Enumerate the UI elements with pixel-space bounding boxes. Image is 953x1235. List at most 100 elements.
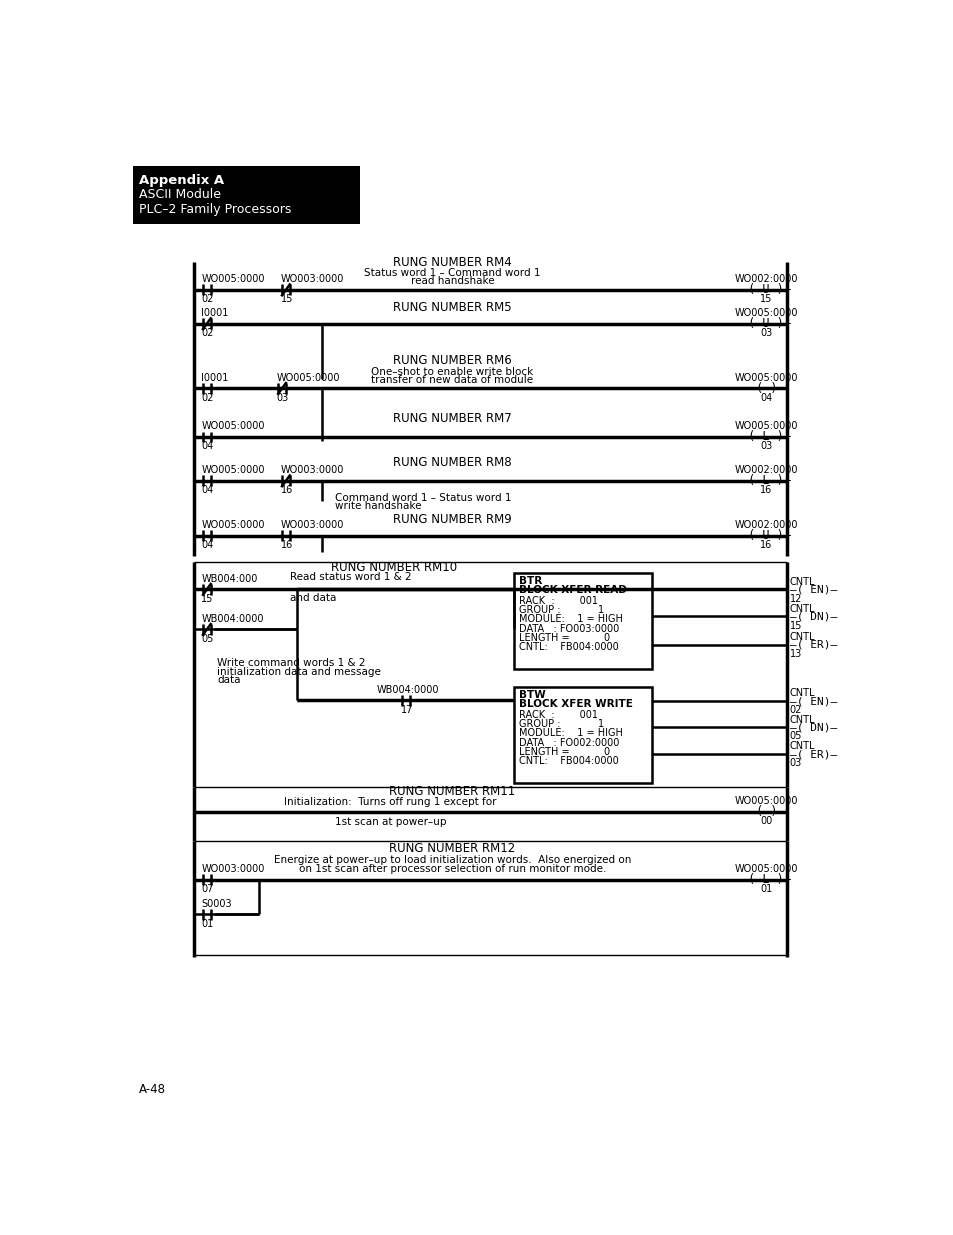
Text: —( L )—: —( L )— [740,431,790,443]
Text: RUNG NUMBER RM5: RUNG NUMBER RM5 [393,301,511,314]
Text: 04: 04 [201,485,213,495]
Text: CNTL: CNTL [789,632,814,642]
Text: 05: 05 [201,634,213,643]
Text: RACK  :        001: RACK : 001 [518,710,598,720]
Text: CNTL:    FB004:0000: CNTL: FB004:0000 [518,642,618,652]
Text: I0001: I0001 [201,373,229,383]
Text: and data: and data [290,593,335,603]
Text: BLOCK XFER READ: BLOCK XFER READ [518,585,626,595]
Text: WO002:0000: WO002:0000 [734,274,798,284]
Text: 02: 02 [201,393,213,403]
Text: MODULE:    1 = HIGH: MODULE: 1 = HIGH [518,729,622,739]
Text: WO005:0000: WO005:0000 [734,864,798,874]
Text: 01: 01 [201,919,213,929]
Text: WO003:0000: WO003:0000 [280,520,343,530]
Text: 04: 04 [760,393,772,403]
Text: 16: 16 [280,485,293,495]
Text: WO003:0000: WO003:0000 [201,864,265,874]
Text: 05: 05 [789,731,801,741]
Text: RUNG NUMBER RM9: RUNG NUMBER RM9 [393,513,512,526]
Text: Appendix A: Appendix A [139,174,224,186]
Text: —( U )—: —( U )— [740,283,790,296]
Text: Status word 1 – Command word 1: Status word 1 – Command word 1 [364,268,540,278]
Text: BLOCK XFER WRITE: BLOCK XFER WRITE [518,699,633,709]
Text: —( )—: —( )— [748,382,783,395]
Text: CNTL: CNTL [789,715,814,725]
Text: —( U )—: —( U )— [740,529,790,542]
Text: GROUP :            1: GROUP : 1 [518,605,603,615]
Text: write handshake: write handshake [335,501,421,511]
Text: 15: 15 [201,594,213,604]
Text: LENGTH =           0: LENGTH = 0 [518,632,610,643]
Text: RUNG NUMBER RM12: RUNG NUMBER RM12 [389,842,515,856]
Text: PLC–2 Family Processors: PLC–2 Family Processors [139,203,292,216]
Text: WB004:0000: WB004:0000 [375,684,438,694]
Text: 04: 04 [201,441,213,451]
Text: 12: 12 [789,594,801,604]
Text: RACK  :        001: RACK : 001 [518,597,598,606]
Text: WO005:0000: WO005:0000 [201,421,265,431]
Text: RUNG NUMBER RM4: RUNG NUMBER RM4 [393,256,512,269]
Text: —( U )—: —( U )— [740,317,790,330]
Text: 15: 15 [280,294,293,304]
Text: DATA   : FO002:0000: DATA : FO002:0000 [518,737,618,747]
Text: Energize at power–up to load initialization words.  Also energized on: Energize at power–up to load initializat… [274,855,631,864]
Text: 04: 04 [201,540,213,550]
Text: CNTL: CNTL [789,688,814,698]
Text: 15: 15 [789,621,801,631]
Text: BTW: BTW [518,690,545,700]
Text: CNTL:    FB004:0000: CNTL: FB004:0000 [518,756,618,766]
Text: —( ER)—: —( ER)— [789,640,836,650]
Text: —( DN)—: —( DN)— [789,722,836,732]
Text: 1st scan at power–up: 1st scan at power–up [335,816,446,827]
Text: 07: 07 [201,884,213,894]
Text: BTR: BTR [518,576,542,585]
Text: 16: 16 [760,485,772,495]
Text: RUNG NUMBER RM11: RUNG NUMBER RM11 [389,785,515,798]
Text: WO005:0000: WO005:0000 [201,274,265,284]
Text: Read status word 1 & 2: Read status word 1 & 2 [290,572,411,582]
Text: WO005:0000: WO005:0000 [734,421,798,431]
Text: data: data [216,676,240,685]
Text: Write command words 1 & 2: Write command words 1 & 2 [216,657,365,668]
Text: 15: 15 [760,294,772,304]
Text: transfer of new data of module: transfer of new data of module [371,375,533,385]
Text: CNTL: CNTL [789,577,814,587]
Text: initialization data and message: initialization data and message [216,667,380,677]
Text: —( ER)—: —( ER)— [789,750,836,760]
Text: 13: 13 [789,650,801,659]
Text: WO005:0000: WO005:0000 [734,373,798,383]
Text: ASCII Module: ASCII Module [139,188,221,201]
Text: I0001: I0001 [201,308,229,317]
Text: —( L )—: —( L )— [740,474,790,488]
Text: WO005:0000: WO005:0000 [734,308,798,317]
Text: MODULE:    1 = HIGH: MODULE: 1 = HIGH [518,615,622,625]
Text: LENGTH =           0: LENGTH = 0 [518,747,610,757]
Text: —( L )—: —( L )— [740,873,790,887]
Text: 01: 01 [760,884,772,894]
Text: 00: 00 [760,816,772,826]
Text: RUNG NUMBER RM10: RUNG NUMBER RM10 [331,562,456,574]
Text: 03: 03 [789,758,801,768]
Text: —( )—: —( )— [748,805,783,819]
Text: WO005:0000: WO005:0000 [734,797,798,806]
Text: WO002:0000: WO002:0000 [734,520,798,530]
Text: 03: 03 [276,393,289,403]
Text: 17: 17 [400,704,413,715]
Text: RUNG NUMBER RM6: RUNG NUMBER RM6 [393,354,512,367]
Text: WB004:0000: WB004:0000 [201,614,264,624]
Text: WO005:0000: WO005:0000 [201,520,265,530]
Text: WO003:0000: WO003:0000 [280,466,343,475]
Text: DATA   : FO003:0000: DATA : FO003:0000 [518,624,618,634]
Text: WO005:0000: WO005:0000 [276,373,339,383]
Text: 03: 03 [760,329,772,338]
Text: on 1st scan after processor selection of run monitor mode.: on 1st scan after processor selection of… [298,864,605,874]
Bar [514,573,652,669]
Text: —( EN)—: —( EN)— [789,584,836,594]
Text: Initialization:  Turns off rung 1 except for: Initialization: Turns off rung 1 except … [284,797,497,806]
Text: 16: 16 [760,540,772,550]
Text: read handshake: read handshake [410,275,494,285]
Text: RUNG NUMBER RM8: RUNG NUMBER RM8 [393,456,511,469]
Bar [514,687,652,783]
Text: 16: 16 [280,540,293,550]
